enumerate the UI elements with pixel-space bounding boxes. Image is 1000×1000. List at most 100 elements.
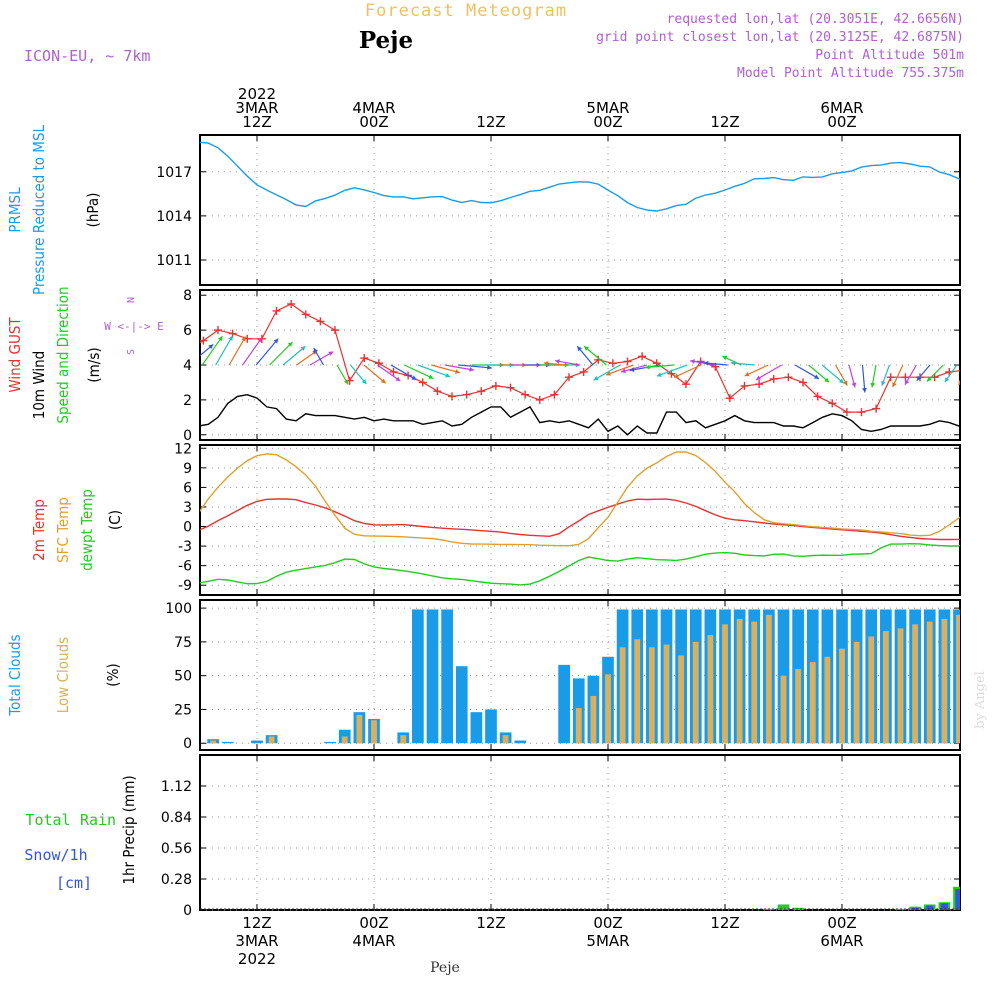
wind-arrow-head — [656, 372, 662, 377]
low-cloud-bar — [268, 736, 275, 744]
total-cloud-bar — [441, 609, 453, 744]
gust-marker — [975, 364, 983, 372]
top-time-label: 6MAR — [820, 99, 863, 117]
wind-arrow-head — [851, 382, 857, 388]
wind-arrow-head — [645, 364, 650, 370]
gust-marker — [448, 392, 456, 401]
temperature-ytick-label: -3 — [178, 539, 192, 555]
wind-arrow-head — [555, 359, 560, 364]
bottom-time-label: 12Z — [242, 914, 271, 932]
gust-marker — [550, 390, 559, 399]
wind-arrow — [200, 343, 214, 357]
low-cloud-bar — [736, 618, 743, 744]
precip-ytick-label: 0.56 — [161, 841, 192, 857]
gust-marker — [799, 378, 807, 387]
wind-arrow — [215, 335, 234, 366]
gust-marker — [301, 310, 310, 319]
total-cloud-bar — [558, 664, 570, 744]
top-time-label: 3MAR — [235, 99, 278, 117]
low-cloud-bar — [371, 720, 377, 744]
temperature-frame — [199, 444, 961, 596]
total-cloud-bar — [455, 666, 468, 744]
wind-arrow — [201, 335, 223, 366]
pressure-label-2: Pressure Reduced to MSL — [30, 124, 48, 295]
low-cloud-bar — [941, 618, 948, 744]
temperature-ytick-label: 6 — [183, 480, 192, 496]
wind-arrow-head — [870, 382, 876, 388]
wind-arrow-head — [300, 346, 306, 351]
gust-marker — [828, 399, 837, 408]
low-cloud-bar — [926, 621, 933, 744]
wind-arrow-head — [904, 379, 910, 385]
wind-arrow-head — [273, 338, 279, 344]
title: Forecast Meteogram — [365, 1, 567, 21]
pressure-ytick-label: 1014 — [156, 209, 192, 225]
temperature-ytick-label: -6 — [178, 559, 192, 575]
low-cloud-bar — [634, 639, 641, 744]
wind-arrow-head — [455, 369, 460, 374]
low-cloud-bar — [882, 631, 889, 744]
total-cloud-bar — [426, 609, 439, 744]
wind-arrow — [309, 351, 334, 366]
wind-arrow — [808, 364, 830, 383]
wind-panel: 0 2 4 6 8 — [183, 288, 961, 444]
bottom-time-label: 5MAR — [586, 932, 629, 950]
gust-marker — [901, 373, 910, 382]
wind-arrow — [755, 364, 782, 381]
temperature-ytick-label: 12 — [174, 441, 192, 457]
wind-arrow-head — [881, 380, 886, 386]
wind-arrow-head — [703, 360, 709, 366]
gust-marker — [682, 380, 690, 389]
snow-bar — [940, 903, 949, 910]
gust-marker — [477, 387, 486, 396]
gust-marker — [521, 390, 530, 399]
temp-label-unit: (C) — [106, 510, 124, 530]
gust-marker — [784, 373, 793, 382]
wind-arrow-head — [605, 371, 611, 376]
wind-arrow-head — [343, 379, 349, 385]
total-cloud-bar — [470, 712, 483, 744]
pressure-frame — [199, 134, 961, 286]
compass-west-east: W <-|-> E — [104, 320, 164, 333]
temp-label-dew: dewpt Temp — [78, 489, 96, 571]
precip-label-total: Total — [25, 811, 70, 829]
pressure-ytick-label: 1011 — [156, 253, 192, 269]
total-cloud-bar — [514, 740, 527, 744]
low-cloud-bar — [956, 614, 960, 744]
total-cloud-bar — [485, 709, 497, 744]
gust-marker — [331, 326, 339, 335]
wind-ytick-label: 4 — [183, 358, 192, 374]
wind-arrow-head — [241, 336, 246, 342]
wind-arrow-head — [722, 355, 728, 361]
low-cloud-bar — [502, 735, 509, 744]
wind-arrow — [255, 338, 279, 366]
wind-arrow-head — [843, 380, 848, 386]
wind-label-dir: Speed and Direction — [54, 286, 72, 423]
gust-marker — [755, 380, 764, 389]
low-cloud-bar — [590, 695, 597, 744]
clouds-ytick-label: 75 — [174, 635, 192, 651]
wind-arrow — [404, 364, 434, 380]
clouds-ytick-label: 50 — [174, 669, 192, 685]
top-time-label: 5MAR — [586, 99, 629, 117]
clouds-ytick-label: 25 — [174, 702, 192, 718]
low-cloud-bar — [795, 668, 802, 744]
pressure-line — [200, 141, 960, 212]
wind-arrow-head — [395, 376, 401, 382]
compass-south: S — [126, 349, 137, 355]
total-cloud-bar — [221, 741, 234, 744]
top-time-label: 12Z — [476, 113, 505, 131]
gust-marker — [316, 317, 325, 326]
total-cloud-bar — [251, 740, 263, 744]
wind-arrow — [821, 364, 845, 384]
wind-arrow — [593, 364, 621, 381]
wind-arrow — [996, 365, 1000, 382]
low-cloud-bar — [341, 736, 348, 744]
bottom-time-label: 12Z — [710, 914, 739, 932]
top-time-label: 00Z — [359, 113, 388, 131]
rain-bar — [777, 904, 790, 910]
wind-ytick-label: 0 — [183, 428, 192, 444]
wind-arrow-head — [593, 375, 599, 381]
wind-label-gust: Wind GUST — [6, 317, 24, 393]
